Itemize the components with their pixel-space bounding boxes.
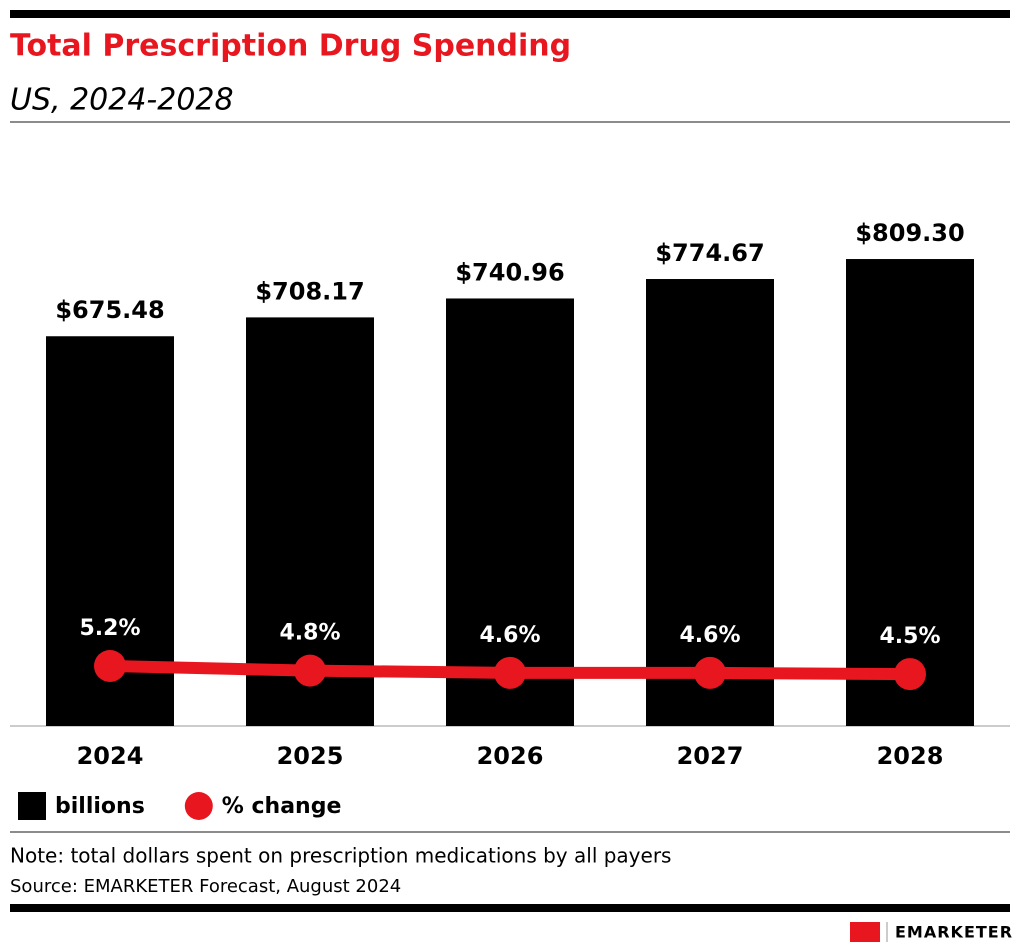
x-tick-label: 2024	[77, 742, 144, 770]
legend-swatch	[18, 792, 46, 820]
value-label: 4.6%	[479, 623, 540, 648]
x-tick-label: 2027	[677, 742, 744, 770]
chart-title: Total Prescription Drug Spending	[10, 29, 571, 64]
bar	[846, 259, 974, 726]
note: Note: total dollars spent on prescriptio…	[10, 844, 671, 868]
line-point	[94, 649, 126, 682]
bar	[446, 298, 574, 726]
value-label: $708.17	[255, 277, 364, 305]
value-label: $774.67	[655, 239, 764, 267]
legend-label: billions	[55, 794, 145, 819]
x-tick-label: 2025	[277, 742, 344, 770]
logo-mark	[850, 922, 880, 942]
line-point	[694, 656, 726, 689]
value-label: $809.30	[855, 219, 964, 247]
logo: EMARKETER	[850, 922, 1013, 942]
value-label: $675.48	[55, 296, 164, 324]
top-rule	[10, 10, 1010, 18]
line-point	[494, 656, 526, 689]
line-point	[294, 654, 326, 687]
legend-label: % change	[222, 794, 342, 819]
bar	[646, 279, 774, 726]
line-point	[894, 658, 926, 691]
x-tick-label: 2028	[877, 742, 944, 770]
value-label: $740.96	[455, 258, 564, 286]
chart-subtitle: US, 2024-2028	[10, 83, 234, 118]
value-label: 4.5%	[879, 624, 940, 649]
legend-swatch	[184, 792, 213, 820]
value-label: 4.8%	[279, 621, 340, 646]
bottom-rule	[10, 904, 1010, 912]
logo-text: EMARKETER	[895, 923, 1013, 942]
value-label: 4.6%	[679, 623, 740, 648]
source: Source: EMARKETER Forecast, August 2024	[10, 876, 401, 897]
value-label: 5.2%	[79, 616, 140, 641]
x-tick-label: 2026	[477, 742, 544, 770]
